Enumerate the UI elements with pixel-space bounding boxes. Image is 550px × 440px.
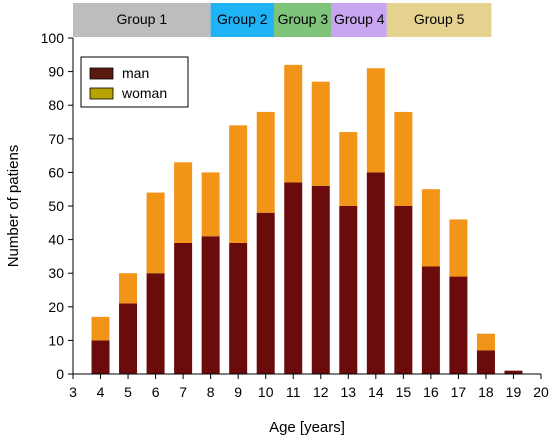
age-group-band [73, 3, 211, 37]
age-group-label: Group 4 [334, 11, 385, 27]
x-tick-label: 11 [286, 384, 301, 400]
bar-man [174, 242, 193, 374]
bar-woman [256, 111, 275, 213]
bar-man [284, 182, 303, 374]
x-tick-label: 7 [179, 384, 187, 400]
age-group-label: Group 5 [414, 11, 465, 27]
bar-man [421, 266, 440, 374]
bar-woman [311, 81, 330, 186]
bar-woman [366, 68, 385, 173]
age-group-band [210, 3, 274, 37]
x-tick-label: 13 [341, 384, 357, 400]
x-tick-label: 19 [506, 384, 522, 400]
bar-woman [229, 125, 248, 243]
bar-man [201, 236, 220, 374]
legend-label-woman: woman [121, 85, 167, 101]
bar-man [119, 303, 138, 374]
x-tick-label: 8 [207, 384, 215, 400]
bar-woman [449, 219, 468, 277]
y-tick-label: 70 [48, 131, 64, 147]
x-tick-label: 6 [152, 384, 160, 400]
bar-man [504, 370, 523, 374]
bar-woman [394, 111, 413, 206]
x-tick-label: 14 [368, 384, 384, 400]
bar-woman [284, 64, 303, 183]
x-tick-label: 9 [234, 384, 242, 400]
y-tick-label: 80 [48, 97, 64, 113]
y-tick-label: 10 [48, 332, 64, 348]
y-tick-label: 50 [48, 198, 64, 214]
bar-woman [146, 192, 165, 274]
bar-man [311, 185, 330, 374]
y-tick-label: 30 [48, 265, 64, 281]
age-group-band [386, 3, 492, 37]
y-tick-label: 40 [48, 232, 64, 248]
y-tick-label: 90 [48, 64, 64, 80]
x-tick-label: 10 [258, 384, 274, 400]
legend-swatch-woman [89, 87, 114, 100]
x-tick-label: 17 [451, 384, 467, 400]
bar-man [476, 350, 495, 374]
legend-swatch-man [89, 67, 114, 80]
age-group-band [273, 3, 332, 37]
bar-man [394, 206, 413, 374]
x-tick-label: 12 [313, 384, 329, 400]
age-group-label: Group 1 [117, 11, 168, 27]
bar-woman [119, 273, 138, 304]
bar-man [146, 273, 165, 374]
y-tick-label: 100 [41, 30, 65, 46]
bar-woman [421, 189, 440, 267]
legend: man woman [80, 56, 189, 108]
x-tick-label: 16 [423, 384, 439, 400]
age-groups-bar: Group 1 Group 2 Group 3 Group 4 Group 5 [73, 3, 492, 37]
bars [91, 64, 523, 374]
y-axis-title: Number of patiens [5, 145, 22, 268]
age-group-band [331, 3, 387, 37]
y-tick-label: 0 [56, 366, 64, 382]
bar-woman [91, 316, 110, 341]
age-group-label: Group 3 [278, 11, 329, 27]
x-axis-title: Age [years] [269, 419, 345, 436]
bar-man [91, 340, 110, 374]
x-tick-label: 3 [69, 384, 77, 400]
bar-man [256, 212, 275, 374]
x-tick-label: 18 [478, 384, 494, 400]
bar-man [229, 242, 248, 374]
age-group-label: Group 2 [217, 11, 268, 27]
x-tick-label: 4 [97, 384, 105, 400]
bar-man [449, 276, 468, 374]
bar-woman [174, 162, 193, 243]
bar-man [366, 172, 385, 374]
bar-woman [339, 132, 358, 206]
x-tick-label: 20 [533, 384, 549, 400]
ticks: 0 10 20 30 40 50 60 70 80 90 100 3 4 5 6 7 8 9 10 11 12 13 14 1… [41, 30, 549, 400]
x-tick-label: 15 [396, 384, 412, 400]
y-tick-label: 60 [48, 164, 64, 180]
bar-man [339, 206, 358, 374]
bar-woman [476, 333, 495, 351]
legend-label-man: man [122, 65, 149, 81]
x-tick-label: 5 [124, 384, 132, 400]
bar-woman [201, 172, 220, 237]
y-tick-label: 20 [48, 299, 64, 315]
